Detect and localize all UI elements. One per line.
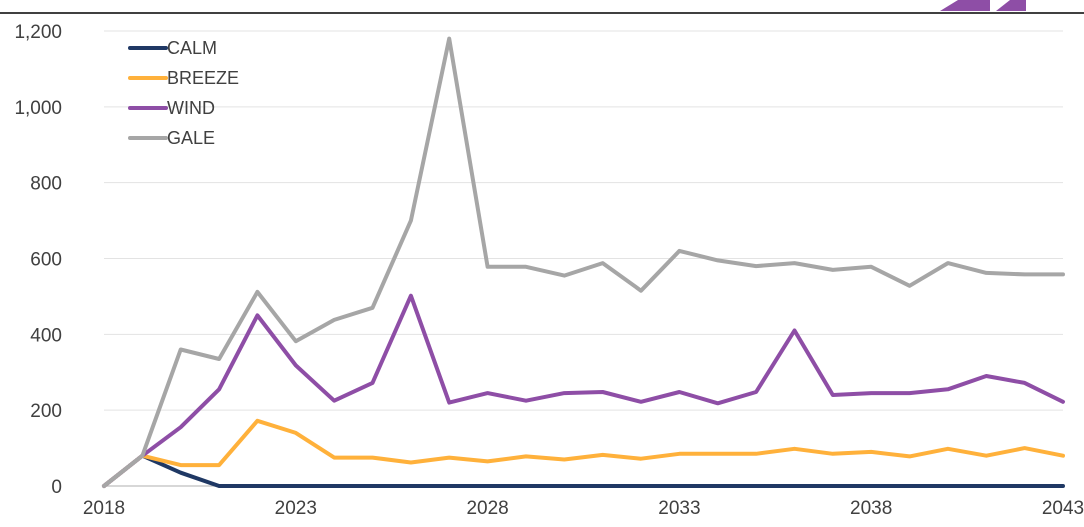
- gridlines: [104, 30, 1063, 487]
- series-lines: [102, 36, 1065, 488]
- y-axis-ticks: 0 200 400 600 800 1,000 1,200: [14, 22, 62, 498]
- x-tick-label: 2043: [1042, 498, 1084, 519]
- legend: CALM BREEZE WIND GALE: [128, 38, 239, 148]
- x-tick-label: 2033: [658, 498, 700, 519]
- y-tick-label: 1,200: [14, 22, 62, 43]
- x-tick-label: 2023: [275, 498, 317, 519]
- legend-label-wind: WIND: [167, 98, 215, 118]
- series-line-breeze: [102, 418, 1065, 488]
- brand-logo: [940, 0, 1026, 11]
- legend-label-gale: GALE: [167, 128, 215, 148]
- series-line-gale: [102, 36, 1065, 488]
- series-line-wind: [102, 293, 1065, 488]
- x-tick-label: 2018: [83, 498, 125, 519]
- y-tick-label: 1,000: [14, 98, 62, 119]
- y-tick-label: 600: [30, 250, 62, 271]
- y-tick-label: 800: [30, 174, 62, 195]
- y-tick-label: 0: [51, 477, 62, 498]
- y-tick-label: 200: [30, 401, 62, 422]
- legend-label-calm: CALM: [167, 38, 217, 58]
- logo-shape-left: [940, 0, 990, 11]
- x-tick-label: 2028: [466, 498, 508, 519]
- x-tick-label: 2038: [850, 498, 892, 519]
- y-tick-label: 400: [30, 325, 62, 346]
- logo-shape-right: [996, 0, 1026, 11]
- legend-label-breeze: BREEZE: [167, 68, 239, 88]
- x-axis-ticks: 2018 2023 2028 2033 2038 2043: [83, 498, 1084, 519]
- series-line-calm: [102, 453, 1065, 488]
